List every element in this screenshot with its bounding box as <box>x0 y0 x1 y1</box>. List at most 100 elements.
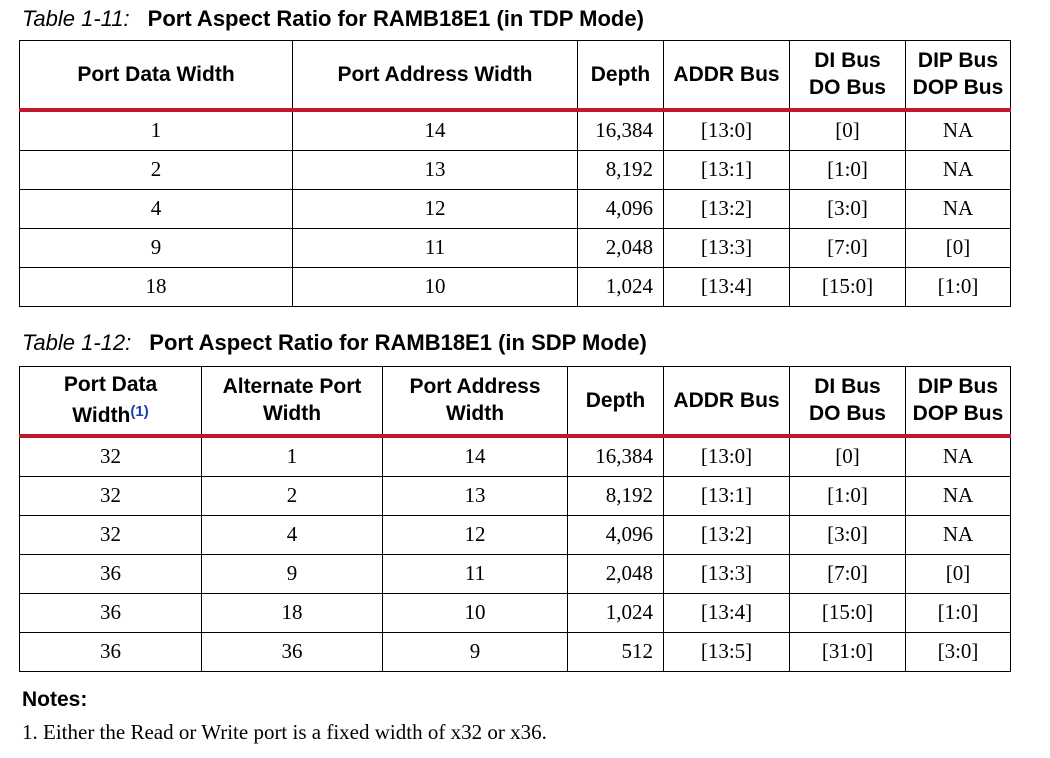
table-1-12: Port Data Width(1) Alternate Port Width Po… <box>19 366 1011 672</box>
table-row: 32 1 14 16,384 [13:0] [0] NA <box>19 435 1011 477</box>
table-cell: [0] <box>789 435 906 477</box>
table-cell: 12 <box>382 514 568 555</box>
table-cell: [13:2] <box>663 188 790 229</box>
header-dip-dop-bus: DIP Bus DOP Bus <box>905 40 1011 112</box>
table-cell: 1,024 <box>567 592 664 633</box>
table-cell: [13:5] <box>663 631 790 672</box>
table-cell: 14 <box>292 109 578 151</box>
table-cell: [13:4] <box>663 592 790 633</box>
table-cell: [13:0] <box>663 435 790 477</box>
table-row: 36 18 10 1,024 [13:4] [15:0] [1:0] <box>19 592 1011 633</box>
table-cell: 2 <box>201 475 383 516</box>
header-alternate-port-width: Alternate Port Width <box>201 366 383 438</box>
table-cell: NA <box>905 149 1011 190</box>
table-cell: 2,048 <box>577 227 664 268</box>
table-row: 2 13 8,192 [13:1] [1:0] NA <box>19 149 1011 190</box>
table-cell: [0] <box>905 553 1011 594</box>
header-port-address-width: Port Address Width <box>292 40 578 112</box>
table-cell: [0] <box>905 227 1011 268</box>
table-row: 9 11 2,048 [13:3] [7:0] [0] <box>19 227 1011 268</box>
header-di-do-bus: DI Bus DO Bus <box>789 40 906 112</box>
table-number: Table 1-12: <box>22 330 132 355</box>
header-addr-bus: ADDR Bus <box>663 366 790 438</box>
table-cell: NA <box>905 514 1011 555</box>
table-row: 4 12 4,096 [13:2] [3:0] NA <box>19 188 1011 229</box>
header-do-bus: DO Bus <box>808 402 886 426</box>
table-1-11-caption: Table 1-11: Port Aspect Ratio for RAMB18E… <box>22 6 644 32</box>
table-1-11-body: 1 14 16,384 [13:0] [0] NA 2 13 8,192 [13:1] [1:0] N… <box>19 109 1011 307</box>
table-cell: 10 <box>382 592 568 633</box>
table-cell: 9 <box>201 553 383 594</box>
table-cell: [13:2] <box>663 514 790 555</box>
table-cell: [13:1] <box>663 475 790 516</box>
header-alternate-line2: Width <box>262 402 322 426</box>
table-cell: 9 <box>19 227 293 268</box>
table-cell: NA <box>905 188 1011 229</box>
table-number: Table 1-11: <box>22 6 130 31</box>
table-cell: 11 <box>292 227 578 268</box>
table-cell: NA <box>905 475 1011 516</box>
table-cell: 18 <box>19 266 293 307</box>
table-cell: [3:0] <box>789 188 906 229</box>
header-addr-bus: ADDR Bus <box>663 40 790 112</box>
table-cell: 8,192 <box>567 475 664 516</box>
table-1-11: Port Data Width Port Address Width Depth… <box>19 40 1011 307</box>
table-cell: [15:0] <box>789 592 906 633</box>
table-cell: 36 <box>19 592 202 633</box>
table-cell: 11 <box>382 553 568 594</box>
table-cell: 13 <box>382 475 568 516</box>
table-cell: 4,096 <box>567 514 664 555</box>
table-cell: 36 <box>19 631 202 672</box>
table-title: Port Aspect Ratio for RAMB18E1 (in TDP M… <box>147 6 644 31</box>
header-depth: Depth <box>567 366 664 438</box>
table-cell: 32 <box>19 514 202 555</box>
table-cell: [13:3] <box>663 227 790 268</box>
table-cell: 16,384 <box>577 109 664 151</box>
table-cell: [13:0] <box>663 109 790 151</box>
note-item-1: 1. Either the Read or Write port is a fi… <box>22 720 547 744</box>
header-di-bus: DI Bus <box>814 375 881 399</box>
table-cell: 18 <box>201 592 383 633</box>
table-cell: 512 <box>567 631 664 672</box>
table-cell: 32 <box>19 475 202 516</box>
table-1-12-caption: Table 1-12: Port Aspect Ratio for RAMB18E… <box>22 330 647 356</box>
header-dop-bus: DOP Bus <box>912 76 1004 100</box>
table-cell: 4 <box>19 188 293 229</box>
table-cell: [15:0] <box>789 266 906 307</box>
table-cell: 4,096 <box>577 188 664 229</box>
table-cell: 1 <box>201 435 383 477</box>
table-row: 1 14 16,384 [13:0] [0] NA <box>19 109 1011 151</box>
table-cell: 8,192 <box>577 149 664 190</box>
table-cell: [13:3] <box>663 553 790 594</box>
table-cell: [3:0] <box>905 631 1011 672</box>
table-cell: NA <box>905 435 1011 477</box>
table-cell: NA <box>905 109 1011 151</box>
header-port-data-line1: Port Data <box>63 373 158 397</box>
table-cell: [1:0] <box>789 475 906 516</box>
table-row: 36 9 11 2,048 [13:3] [7:0] [0] <box>19 553 1011 594</box>
header-do-bus: DO Bus <box>808 76 886 100</box>
table-cell: [13:4] <box>663 266 790 307</box>
header-port-data-line2: Width <box>72 404 131 428</box>
header-alternate-line1: Alternate Port <box>222 375 362 399</box>
header-dip-dop-bus: DIP Bus DOP Bus <box>905 366 1011 438</box>
header-port-data-width: Port Data Width(1) <box>19 366 202 438</box>
table-cell: 32 <box>19 435 202 477</box>
table-title: Port Aspect Ratio for RAMB18E1 (in SDP M… <box>149 330 647 355</box>
table-cell: 13 <box>292 149 578 190</box>
header-port-data-width: Port Data Width <box>19 40 293 112</box>
table-cell: 36 <box>19 553 202 594</box>
table-row: 32 2 13 8,192 [13:1] [1:0] NA <box>19 475 1011 516</box>
table-cell: 9 <box>382 631 568 672</box>
header-di-do-bus: DI Bus DO Bus <box>789 366 906 438</box>
table-cell: [7:0] <box>789 227 906 268</box>
table-cell: 1 <box>19 109 293 151</box>
table-cell: 2,048 <box>567 553 664 594</box>
table-cell: [1:0] <box>905 592 1011 633</box>
header-dip-bus: DIP Bus <box>917 375 999 399</box>
table-cell: 36 <box>201 631 383 672</box>
table-cell: 16,384 <box>567 435 664 477</box>
table-cell: [7:0] <box>789 553 906 594</box>
table-row: 32 4 12 4,096 [13:2] [3:0] NA <box>19 514 1011 555</box>
footnote-ref-1[interactable]: (1) <box>130 403 149 421</box>
